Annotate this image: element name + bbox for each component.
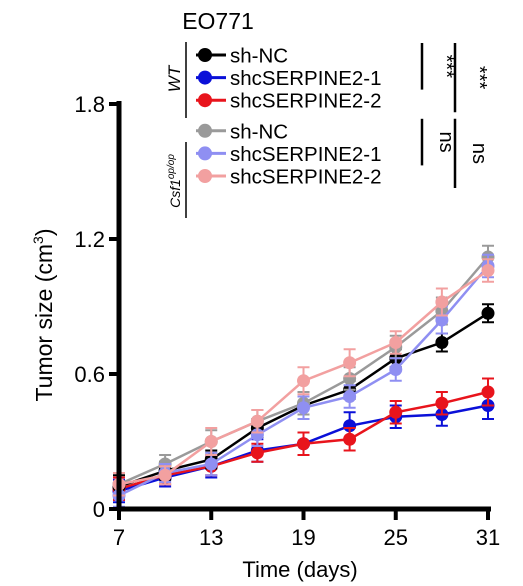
data-point bbox=[343, 390, 357, 403]
data-point bbox=[250, 414, 264, 428]
legend-entry: shcSERPINE2-2 bbox=[196, 90, 382, 113]
y-tick-label: 0 bbox=[93, 497, 105, 522]
data-point bbox=[343, 432, 357, 446]
significance-label: ns bbox=[435, 132, 457, 153]
legend-entry: sh-NC bbox=[196, 45, 288, 68]
legend-marker bbox=[198, 123, 212, 138]
data-point bbox=[389, 336, 403, 349]
plot-area bbox=[112, 244, 495, 508]
legend-entry: sh-NC bbox=[196, 120, 288, 143]
legend-entry: shcSERPINE2-1 bbox=[196, 143, 382, 166]
legend-group-csf1-label-sup: op/op bbox=[166, 154, 177, 179]
data-point bbox=[435, 336, 449, 349]
data-point bbox=[481, 306, 495, 320]
legend-entries: sh-NCshcSERPINE2-1shcSERPINE2-2sh-NCshcS… bbox=[196, 45, 382, 189]
y-axis-label-main: Tumor size (cm bbox=[31, 244, 57, 402]
y-axis-label-close: ) bbox=[31, 228, 57, 236]
legend-marker bbox=[198, 93, 212, 108]
series-6 bbox=[112, 258, 495, 497]
chart-title: EO771 bbox=[182, 8, 254, 34]
data-point bbox=[158, 468, 172, 482]
legend-label: shcSERPINE2-1 bbox=[230, 67, 382, 90]
legend-entry: shcSERPINE2-1 bbox=[196, 67, 382, 90]
y-ticks: 0 0.6 1.2 1.8 bbox=[74, 92, 119, 522]
data-point bbox=[435, 313, 449, 327]
data-point bbox=[435, 295, 449, 309]
legend-marker bbox=[198, 169, 212, 183]
data-point bbox=[297, 374, 310, 388]
data-point bbox=[389, 405, 403, 419]
data-point bbox=[297, 401, 310, 415]
significance-label: *** bbox=[468, 66, 490, 90]
legend-label: sh-NC bbox=[230, 45, 288, 68]
legend-marker bbox=[198, 146, 212, 161]
x-ticks: 7 13 19 25 31 bbox=[113, 509, 500, 550]
legend-marker bbox=[198, 48, 212, 62]
y-tick-label: 1.8 bbox=[74, 92, 105, 117]
x-tick-label: 13 bbox=[199, 525, 223, 550]
y-axis-label: Tumor size (cm3) bbox=[30, 228, 57, 401]
legend-group-csf1-label: Csf1op/op bbox=[166, 154, 183, 208]
y-tick-label: 0.6 bbox=[74, 362, 105, 387]
y-axis-label-sup: 3 bbox=[30, 236, 46, 244]
legend-entry: shcSERPINE2-2 bbox=[196, 166, 382, 189]
data-point bbox=[481, 264, 495, 277]
data-point bbox=[481, 385, 495, 399]
y-tick-label: 1.2 bbox=[74, 227, 105, 252]
legend-group-csf1-label-main: Csf1 bbox=[167, 179, 183, 208]
data-point bbox=[297, 437, 310, 451]
x-tick-label: 19 bbox=[291, 525, 315, 550]
legend-label: shcSERPINE2-2 bbox=[230, 90, 382, 113]
x-tick-label: 25 bbox=[384, 525, 408, 550]
data-point bbox=[389, 363, 403, 376]
legend: WT Csf1op/op sh-NCshcSERPINE2-1shcSERPIN… bbox=[165, 42, 490, 218]
data-point bbox=[435, 396, 449, 410]
data-point bbox=[250, 446, 264, 460]
x-axis-label: Time (days) bbox=[242, 557, 357, 582]
x-tick-label: 7 bbox=[113, 525, 125, 550]
legend-label: shcSERPINE2-1 bbox=[230, 143, 382, 166]
significance-label: ns bbox=[468, 143, 490, 164]
legend-marker bbox=[198, 70, 212, 85]
series-layer bbox=[112, 244, 495, 508]
significance-label: *** bbox=[435, 55, 457, 79]
data-point bbox=[204, 435, 218, 448]
data-point bbox=[343, 356, 357, 370]
legend-group-wt-label: WT bbox=[165, 64, 184, 92]
data-point bbox=[204, 457, 218, 471]
x-tick-label: 31 bbox=[476, 525, 500, 550]
legend-label: shcSERPINE2-2 bbox=[230, 166, 382, 189]
legend-label: sh-NC bbox=[230, 120, 288, 143]
